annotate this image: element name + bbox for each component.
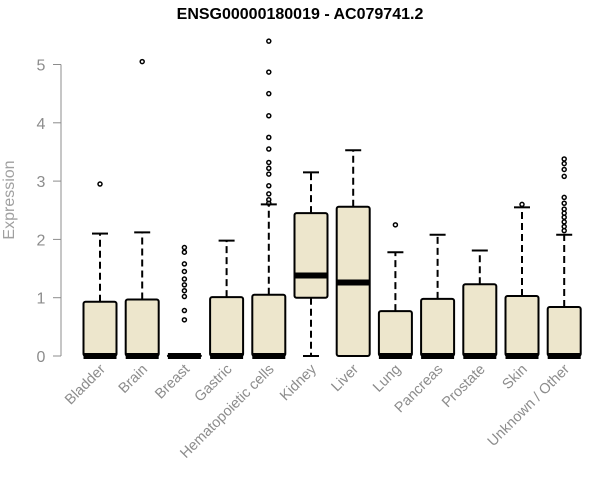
outlier-point (266, 171, 272, 177)
box-5 (251, 38, 287, 359)
outlier-point (181, 317, 188, 323)
box-iqr (504, 294, 540, 357)
plot-area (82, 38, 582, 359)
box-8 (377, 222, 413, 359)
outlier-point (561, 200, 567, 207)
box-2 (124, 58, 160, 359)
outlier-point (97, 181, 103, 187)
box-iqr (293, 212, 329, 299)
outlier-point (181, 282, 188, 288)
outlier-point (266, 165, 272, 172)
outlier-point (266, 191, 272, 197)
y-axis: 0 1 2 3 4 5 (37, 58, 62, 366)
outlier-point (266, 69, 272, 75)
outlier-point (266, 159, 272, 166)
x-tick-label: Bladder (62, 361, 109, 408)
box-11 (504, 201, 540, 359)
x-tick-label: Liver (328, 361, 362, 395)
box-3 (166, 244, 202, 359)
box-4 (209, 239, 245, 359)
outlier-point (139, 58, 145, 65)
outlier-point (181, 244, 188, 251)
outlier-point (561, 194, 567, 201)
outlier-point (181, 249, 188, 255)
box-9 (420, 233, 456, 359)
x-tick-label: Breast (152, 362, 193, 403)
outlier-point (181, 268, 188, 275)
outlier-point (561, 206, 567, 212)
box-iqr (420, 297, 456, 357)
y-tick-label: 0 (37, 349, 46, 366)
box-iqr (251, 293, 287, 358)
x-tick-label: Prostate (439, 362, 488, 411)
outlier-point (561, 156, 567, 162)
y-tick-label: 3 (37, 174, 46, 191)
outlier-point (181, 276, 188, 282)
outlier-point (266, 38, 272, 44)
box-12 (546, 156, 582, 359)
outlier-point (266, 113, 272, 119)
y-tick-label: 1 (37, 291, 46, 308)
outlier-point (519, 201, 525, 208)
box-iqr (546, 306, 582, 358)
y-tick-label: 2 (37, 232, 46, 249)
x-tick-label: Lung (370, 362, 404, 396)
y-tick-label: 5 (37, 58, 46, 75)
y-tick-label: 4 (37, 116, 46, 133)
outlier-point (266, 197, 272, 203)
box-iqr (209, 296, 245, 358)
box-1 (82, 181, 118, 359)
x-tick-label: Skin (500, 362, 531, 393)
y-axis-title: Expression (1, 160, 18, 239)
chart-title: ENSG00000180019 - AC079741.2 (176, 6, 424, 23)
outlier-point (266, 134, 272, 141)
outlier-point (561, 173, 567, 180)
x-tick-label: Kidney (277, 361, 320, 404)
outlier-point (266, 146, 272, 152)
box-iqr (124, 298, 160, 358)
box-iqr (82, 300, 118, 358)
outlier-point (561, 219, 567, 225)
outlier-point (266, 90, 272, 97)
x-tick-label: Brain (116, 362, 151, 397)
outlier-point (266, 183, 272, 189)
box-7 (335, 149, 371, 357)
box-iqr (377, 310, 413, 358)
box-6 (293, 171, 329, 357)
outlier-point (561, 166, 567, 173)
outlier-point (561, 223, 567, 230)
outlier-point (392, 222, 399, 228)
box-10 (462, 249, 498, 359)
outlier-point (181, 293, 188, 300)
outlier-point (561, 160, 567, 167)
outlier-point (181, 261, 188, 267)
box-iqr (462, 283, 498, 357)
outlier-point (181, 287, 188, 294)
outlier-point (181, 307, 188, 314)
